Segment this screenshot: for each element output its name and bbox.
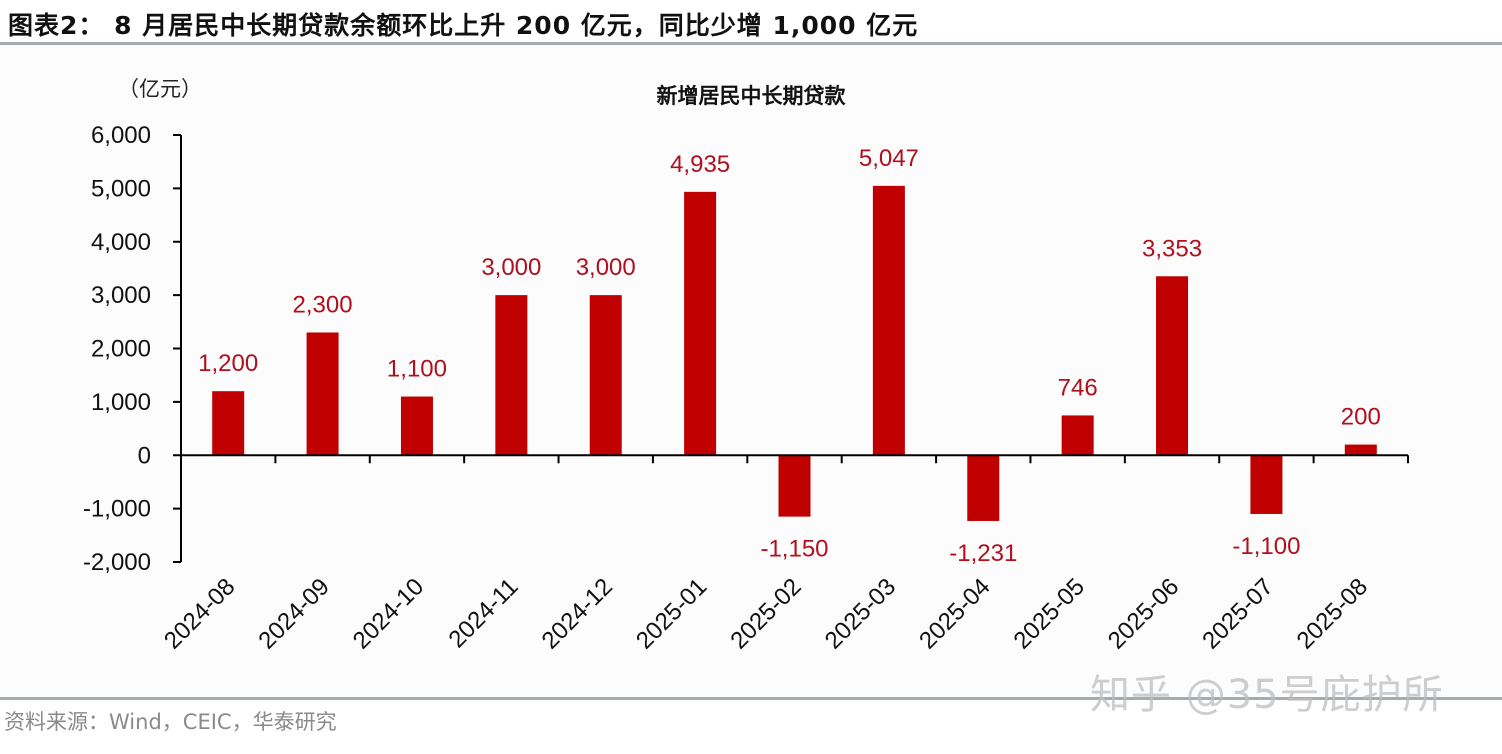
x-axis <box>181 454 1409 464</box>
data-label: 3,353 <box>1142 235 1202 262</box>
data-label: 5,047 <box>859 145 919 172</box>
bar-2025-01 <box>684 191 717 456</box>
y-tick-label: 5,000 <box>91 175 151 202</box>
x-tick-label: 2025-02 <box>725 573 806 654</box>
bar-2025-08 <box>1344 444 1377 456</box>
source-divider <box>0 697 1502 700</box>
x-tick-label: 2025-03 <box>820 573 901 654</box>
bar-2025-06 <box>1156 276 1189 456</box>
data-labels: 1,200 2,300 1,100 3,000 3,000 4,935 -1,150 5,04… <box>198 145 1381 567</box>
chart-title-text: 新增居民中长期贷款 <box>656 83 846 108</box>
source-note: 资料来源：Wind，CEIC，华泰研究 <box>4 710 337 734</box>
figure-title: 图表2： 8 月居民中长期贷款余额环比上升 200 亿元，同比少增 1,000 … <box>8 11 919 40</box>
bar-2024-11 <box>495 295 528 456</box>
data-label: -1,231 <box>949 540 1017 567</box>
y-tick-label: 3,000 <box>91 282 151 309</box>
bar-2024-08 <box>212 391 245 456</box>
data-label: 746 <box>1058 374 1098 401</box>
data-label: 200 <box>1341 404 1381 431</box>
x-tick-label: 2024-12 <box>537 573 618 654</box>
bar-2025-05 <box>1061 415 1094 456</box>
x-tick-label: 2025-06 <box>1103 573 1184 654</box>
x-tick-label: 2024-09 <box>253 573 334 654</box>
x-tick-label: 2025-08 <box>1292 573 1373 654</box>
chart-background <box>0 45 1502 697</box>
y-tick-label: -1,000 <box>83 496 151 523</box>
bar-2025-07 <box>1250 455 1283 514</box>
title-divider <box>0 42 1502 45</box>
x-tick-label: 2025-04 <box>914 573 995 654</box>
y-axis-unit-label: （亿元） <box>118 77 202 101</box>
data-label: 1,100 <box>387 356 447 383</box>
y-tick-label: 0 <box>138 442 151 469</box>
data-label: -1,100 <box>1232 533 1300 560</box>
y-tick-label: -2,000 <box>83 549 151 576</box>
data-label: -1,150 <box>760 536 828 563</box>
x-tick-label: 2024-11 <box>443 573 523 653</box>
bar-2024-12 <box>589 295 622 456</box>
watermark: 知乎 @35号庇护所 <box>1090 672 1444 718</box>
bar-2025-04 <box>967 455 1000 521</box>
bar-2025-03 <box>872 185 905 456</box>
bar-2024-10 <box>400 396 433 456</box>
x-tick-labels: 2024-08 2024-09 2024-10 2024-11 2024-12 2025-… <box>159 573 1373 654</box>
y-tick-label: 2,000 <box>91 336 151 363</box>
x-tick-label: 2024-08 <box>159 573 240 654</box>
x-tick-label: 2025-01 <box>631 573 712 654</box>
data-label: 4,935 <box>670 151 730 178</box>
bar-2024-09 <box>306 332 339 456</box>
x-tick-label: 2024-10 <box>348 573 429 654</box>
data-label: 1,200 <box>198 350 258 377</box>
bar-series <box>212 185 1377 521</box>
bar-2025-02 <box>778 455 811 517</box>
data-label: 3,000 <box>481 254 541 281</box>
chart-title: 新增居民中长期贷款 <box>0 80 1502 110</box>
data-label: 2,300 <box>293 291 353 318</box>
y-axis: 6,000 5,000 4,000 3,000 2,000 1,000 0 -1,000 -2,… <box>83 122 182 576</box>
y-tick-label: 1,000 <box>91 389 151 416</box>
y-tick-label: 6,000 <box>91 122 151 149</box>
x-tick-label: 2025-07 <box>1197 573 1278 654</box>
x-tick-label: 2025-05 <box>1009 573 1090 654</box>
y-tick-label: 4,000 <box>91 229 151 256</box>
data-label: 3,000 <box>576 254 636 281</box>
